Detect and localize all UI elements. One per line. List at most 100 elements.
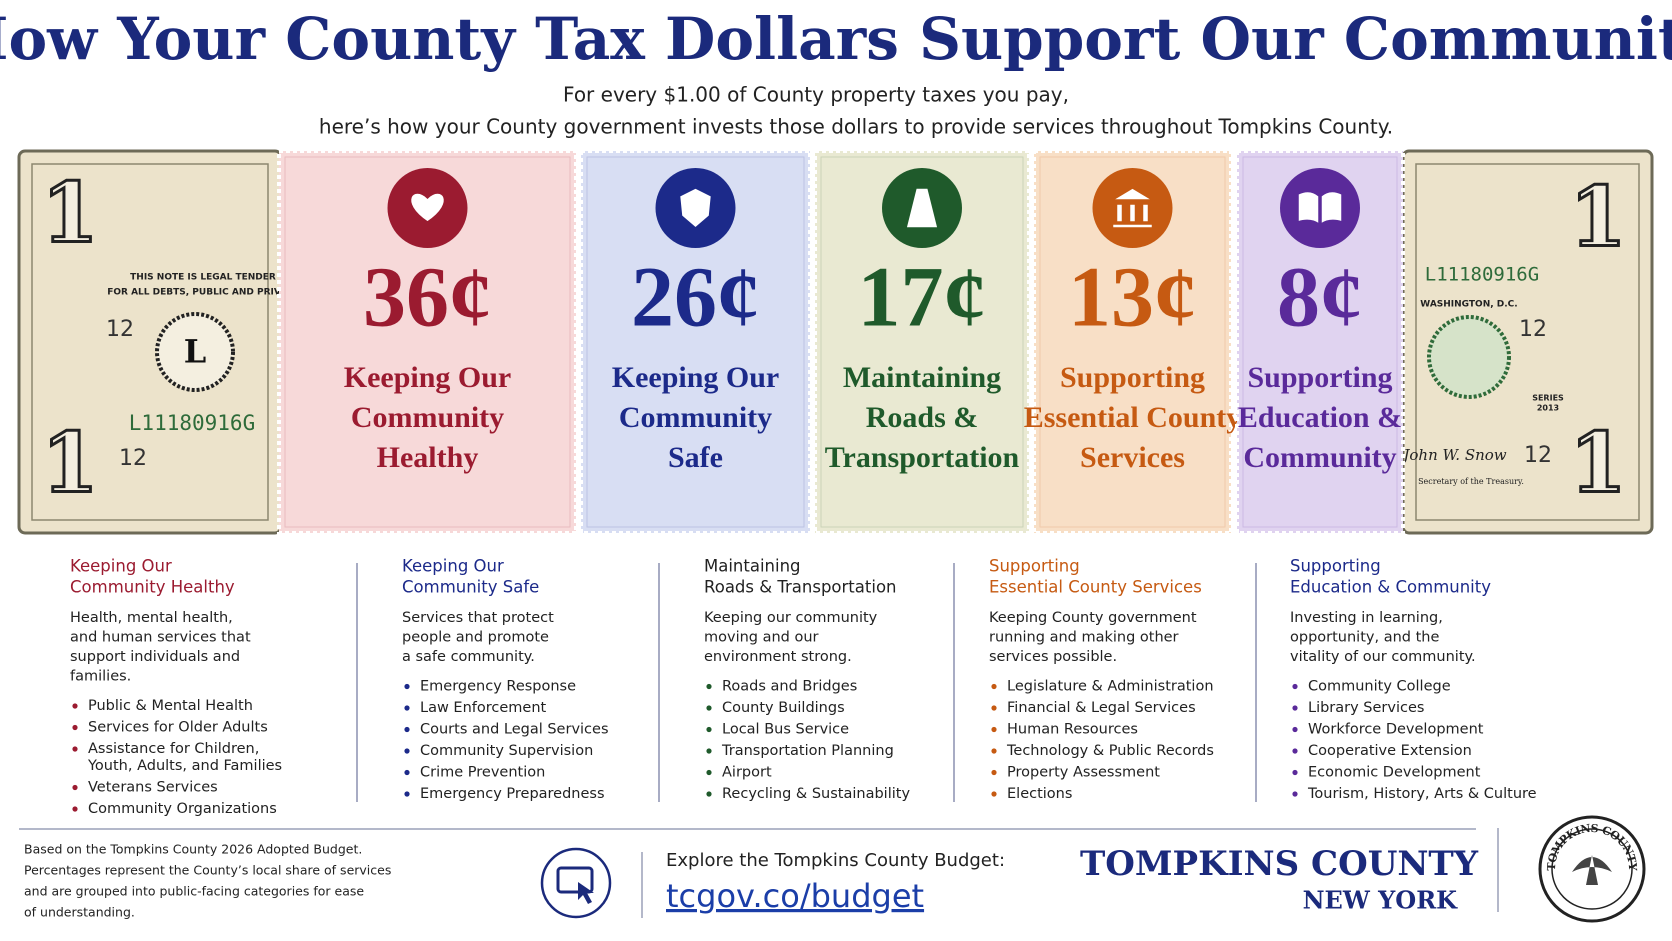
bill-text: 2013 [1537, 404, 1559, 413]
bill-serial: L11180916G [1425, 264, 1539, 286]
bill-denomination: 1 [41, 415, 98, 511]
ticket-label: Supporting [1060, 361, 1205, 394]
ticket-icon-circle [1280, 168, 1360, 248]
bullet [991, 769, 997, 776]
bill-denomination: 1 [1569, 415, 1626, 511]
category-item: Workforce Development [1308, 722, 1484, 738]
bullet [404, 748, 410, 754]
link-icon-cursor [578, 882, 594, 904]
seal-eagle [1572, 855, 1612, 885]
ticket-label: Keeping Our [344, 361, 512, 394]
category-description: and human services that [70, 630, 251, 646]
category-title: Maintaining [704, 557, 801, 576]
category-title: Essential County Services [989, 578, 1202, 597]
bullet [72, 784, 78, 791]
category-item: Financial & Legal Services [1007, 700, 1196, 716]
budget-link[interactable]: tcgov.co/budget [666, 877, 924, 915]
ticket-label: Maintaining [843, 361, 1001, 394]
category-item: Library Services [1308, 700, 1424, 716]
ticket-icon [1297, 190, 1343, 226]
category-description: Health, mental health, [70, 610, 233, 626]
bill-number: 12 [1524, 443, 1552, 468]
bullet [404, 726, 410, 733]
bullet [991, 748, 997, 754]
ticket-amount: 8¢ [1277, 249, 1363, 345]
category-item: Law Enforcement [420, 700, 547, 716]
category-item: Services for Older Adults [88, 720, 268, 736]
bill-denomination: 1 [41, 165, 98, 261]
ticket-label: Education & [1238, 401, 1402, 434]
org-state: NEW YORK [1303, 886, 1459, 915]
category-item: Assistance for Children, [88, 741, 259, 757]
category-item: Courts and Legal Services [420, 722, 609, 738]
category-description: services possible. [989, 649, 1117, 665]
bullet [991, 705, 997, 711]
bullet [991, 726, 997, 733]
ticket-label: Services [1080, 441, 1185, 474]
bill-number: 12 [106, 317, 134, 342]
bullet [72, 746, 78, 752]
category-item: Legislature & Administration [1007, 679, 1214, 695]
ticket-texture [586, 156, 805, 528]
bill-seal-letter: L [184, 333, 207, 371]
category-description: vitality of our community. [1290, 649, 1476, 665]
category-description: a safe community. [402, 649, 535, 665]
category-description: opportunity, and the [1290, 630, 1439, 646]
bill-denomination: 1 [1569, 169, 1626, 265]
footnote: of understanding. [24, 905, 135, 920]
bullet [1292, 769, 1298, 776]
category-item: Transportation Planning [721, 743, 894, 759]
bullet [404, 791, 410, 797]
category-item: Public & Mental Health [88, 698, 253, 714]
category-description: Services that protect [402, 610, 554, 626]
category-item: Youth, Adults, and Families [87, 758, 282, 774]
category-item: County Buildings [722, 700, 845, 716]
bullet [706, 748, 712, 754]
category-item: Emergency Response [420, 679, 576, 695]
ticket-label: Community [351, 401, 504, 434]
cta: Explore the Tompkins County Budget: [666, 850, 1005, 871]
ticket-label: Community [1243, 441, 1396, 474]
link-icon [540, 847, 612, 919]
category-title: Community Safe [402, 578, 539, 597]
category-item: Community College [1308, 679, 1451, 695]
category-item: Community Supervision [420, 743, 593, 759]
category-item: Elections [1007, 786, 1072, 802]
link-icon-screen [556, 866, 594, 894]
category-description: environment strong. [704, 649, 852, 665]
bill-number: 12 [1519, 317, 1547, 342]
bullet [706, 769, 712, 776]
ticket-icon [409, 192, 446, 223]
category-item: Roads and Bridges [722, 679, 857, 695]
footnote: Percentages represent the County’s local… [24, 863, 391, 878]
bullet [706, 726, 712, 733]
category-description: families. [70, 669, 131, 685]
ticket [1235, 149, 1405, 535]
category-description: support individuals and [70, 649, 240, 665]
category-description: moving and our [704, 630, 819, 646]
footnote: Based on the Tompkins County 2026 Adopte… [24, 842, 362, 857]
bullet [72, 724, 78, 731]
category-title: Supporting [1290, 557, 1381, 576]
ticket-texture [1039, 156, 1226, 528]
bill-serial: L11180916G [129, 411, 255, 435]
category-item: Local Bus Service [722, 722, 849, 738]
bullet [706, 705, 712, 711]
category-item: Crime Prevention [420, 765, 545, 781]
ticket-label: Safe [668, 441, 723, 474]
org-name: TOMPKINS COUNTY [1080, 844, 1479, 884]
category-item: Human Resources [1007, 722, 1138, 738]
ticket-label: Healthy [377, 441, 479, 474]
ticket-icon [1109, 187, 1156, 229]
category-item: Tourism, History, Arts & Culture [1307, 786, 1537, 802]
bill-text: SERIES [1532, 394, 1564, 403]
bullet [1292, 791, 1298, 797]
seal-ring [1551, 828, 1633, 910]
title: How Your County Tax Dollars Support Our … [0, 5, 1672, 73]
bullet [706, 683, 712, 690]
bill-text: Secretary of the Treasury. [1418, 477, 1524, 486]
bullet [404, 705, 410, 711]
ticket-amount: 36¢ [363, 249, 492, 345]
bill-number: 12 [119, 446, 147, 471]
bullet [404, 769, 410, 776]
